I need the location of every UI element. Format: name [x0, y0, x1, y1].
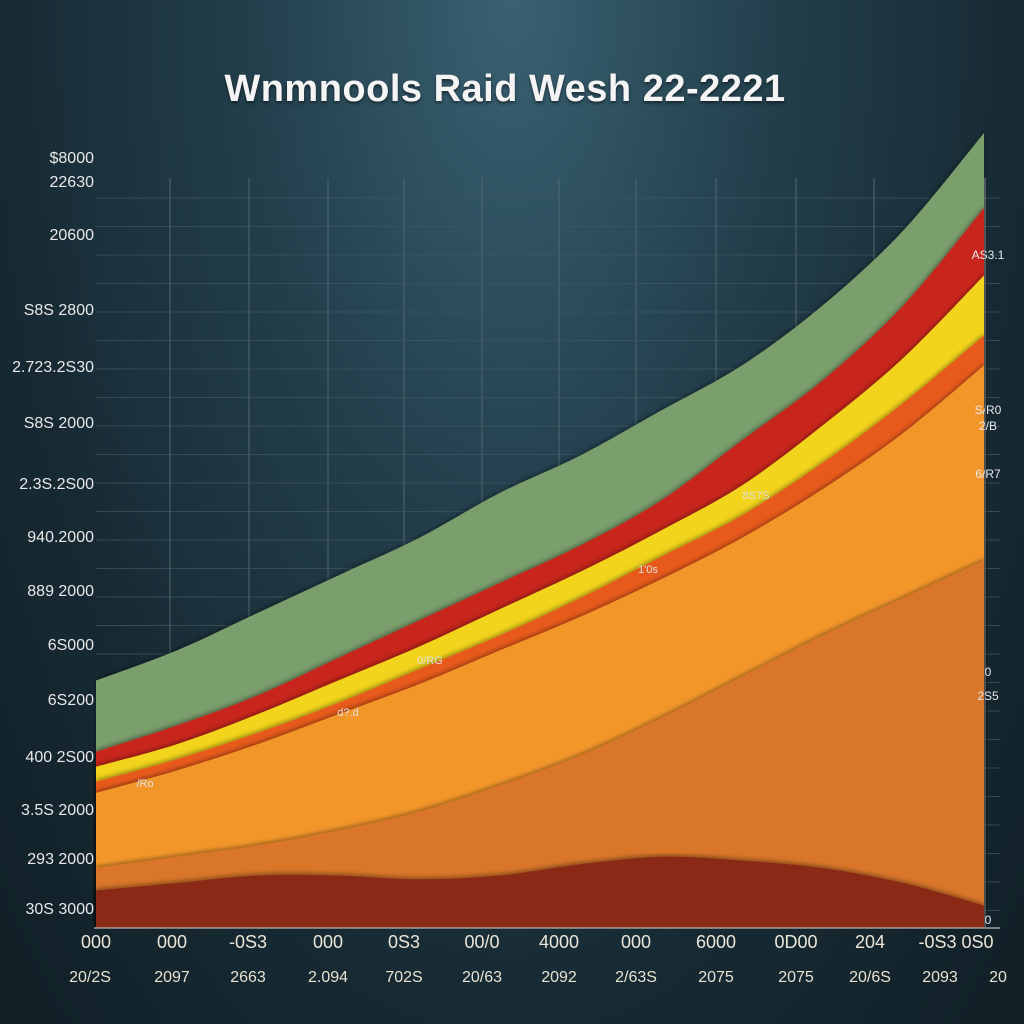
x-tick-label: 000 [313, 932, 343, 952]
x-tick-label: -0S3 0S0 [918, 932, 993, 952]
y-axis-ticks: $8000 22630 20600 S8S 2800 2.723.2S30 S8S 200… [12, 150, 94, 918]
series-end-label: 2/B [979, 419, 997, 433]
x-tick-label: -0S3 [229, 932, 267, 952]
x-axis-year-labels: 20/2S 2097 2663 2.094 702S 20/63 2092 2/63S 2075… [69, 969, 1007, 986]
series-end-label: 0 [985, 665, 992, 679]
x-tick-label: 00/0 [464, 932, 499, 952]
series-end-label: 2S5 [977, 689, 999, 703]
annotation-label: 8S7S [743, 490, 770, 502]
y-tick-label: 30S 3000 [25, 901, 94, 918]
x-year-label: 20/2S [69, 969, 111, 986]
x-tick-label: 0S3 [388, 932, 420, 952]
series-end-label: 6/R7 [975, 467, 1001, 481]
x-year-label: 702S [385, 969, 422, 986]
chart-annotations: /Ro d?.d 0/RG 1'0s 8S7S [136, 490, 769, 790]
x-year-label: 2092 [541, 969, 577, 986]
area-series [96, 133, 984, 928]
y-tick-label: 940.2000 [27, 529, 94, 546]
x-year-label: 20/6S [849, 969, 891, 986]
y-tick-label: 293 2000 [27, 851, 94, 868]
series-end-label: AS3.1 [972, 248, 1005, 262]
x-year-label: 2093 [922, 969, 958, 986]
y-tick-label: S8S 2800 [24, 302, 94, 319]
x-tick-label: 204 [855, 932, 885, 952]
area-series-7 [96, 856, 984, 928]
x-year-label: 2663 [230, 969, 266, 986]
x-year-label: 2.094 [308, 969, 348, 986]
y-tick-label: 22630 [50, 174, 95, 191]
x-year-label: 20 [989, 969, 1007, 986]
x-tick-label: 000 [621, 932, 651, 952]
series-end-label: S/R0 [975, 403, 1002, 417]
x-tick-label: 0D00 [774, 932, 817, 952]
y-tick-label: 400 2S00 [25, 749, 94, 766]
y-tick-label: 6S200 [48, 692, 94, 709]
x-tick-label: 000 [81, 932, 111, 952]
x-tick-label: 6000 [696, 932, 736, 952]
x-year-label: 2/63S [615, 969, 657, 986]
series-end-labels: AS3.1 S/R0 2/B 6/R7 0 2S5 0 [972, 248, 1005, 927]
x-axis-ticks: 000 000 -0S3 000 0S3 00/0 4000 000 6000 0D00 204 -0… [81, 932, 994, 952]
annotation-label: d?.d [337, 707, 358, 719]
x-year-label: 2075 [698, 969, 734, 986]
y-tick-label: 2.723.2S30 [12, 359, 94, 376]
y-tick-label: 2.3S.2S00 [19, 476, 94, 493]
x-year-label: 20/63 [462, 969, 502, 986]
y-tick-label: $8000 [50, 150, 95, 167]
area-series-6 [96, 560, 984, 928]
x-year-label: 2075 [778, 969, 814, 986]
y-tick-label: 6S000 [48, 637, 94, 654]
x-tick-label: 4000 [539, 932, 579, 952]
y-tick-label: S8S 2000 [24, 415, 94, 432]
annotation-label: 1'0s [638, 564, 658, 576]
x-year-label: 2097 [154, 969, 190, 986]
annotation-label: /Ro [136, 778, 153, 790]
y-tick-label: 3.5S 2000 [21, 802, 94, 819]
series-end-label: 0 [985, 913, 992, 927]
x-tick-label: 000 [157, 932, 187, 952]
annotation-label: 0/RG [417, 655, 443, 667]
chart-title: Wnmnools Raid Wesh 22-2221 [224, 68, 786, 110]
y-tick-label: 889 2000 [27, 583, 94, 600]
y-tick-label: 20600 [50, 227, 95, 244]
